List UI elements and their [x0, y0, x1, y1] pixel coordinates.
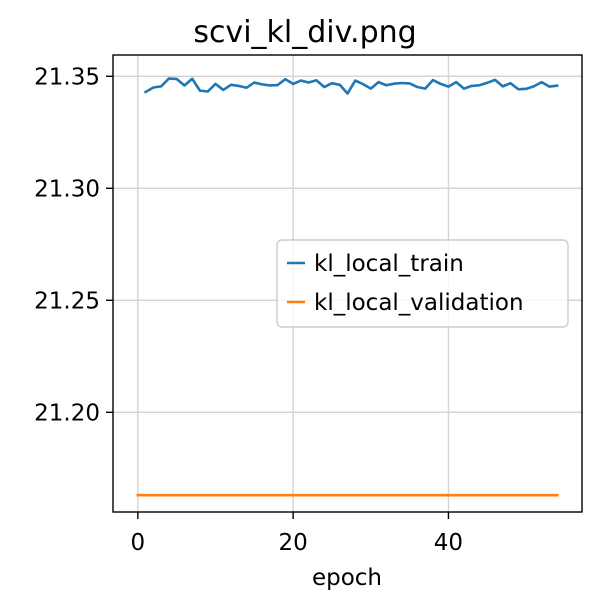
legend-box: [276, 239, 569, 328]
legend-label-kl-local-train: kl_local_train: [314, 251, 464, 277]
x-tick-label: 40: [434, 530, 463, 556]
chart-title: scvi_kl_div.png: [193, 15, 416, 50]
y-tick-label: 21.25: [34, 288, 100, 314]
chart-legend: kl_local_train kl_local_validation: [276, 239, 569, 328]
series-line-kl-local-train: [143, 77, 559, 95]
plot-area-frame: [112, 54, 583, 513]
y-tick-label: 21.30: [34, 176, 100, 202]
legend-label-kl-local-validation: kl_local_validation: [314, 290, 524, 316]
x-tick-label: 0: [131, 530, 146, 556]
y-tick-label: 21.20: [34, 400, 100, 426]
x-axis-label: epoch: [312, 565, 382, 591]
x-tick-label: 20: [279, 530, 308, 556]
axis-ticks: 0 20 40 21.20 21.25 21.30 21.35: [34, 64, 463, 556]
data-series: [136, 77, 559, 497]
y-tick-label: 21.35: [34, 64, 100, 90]
